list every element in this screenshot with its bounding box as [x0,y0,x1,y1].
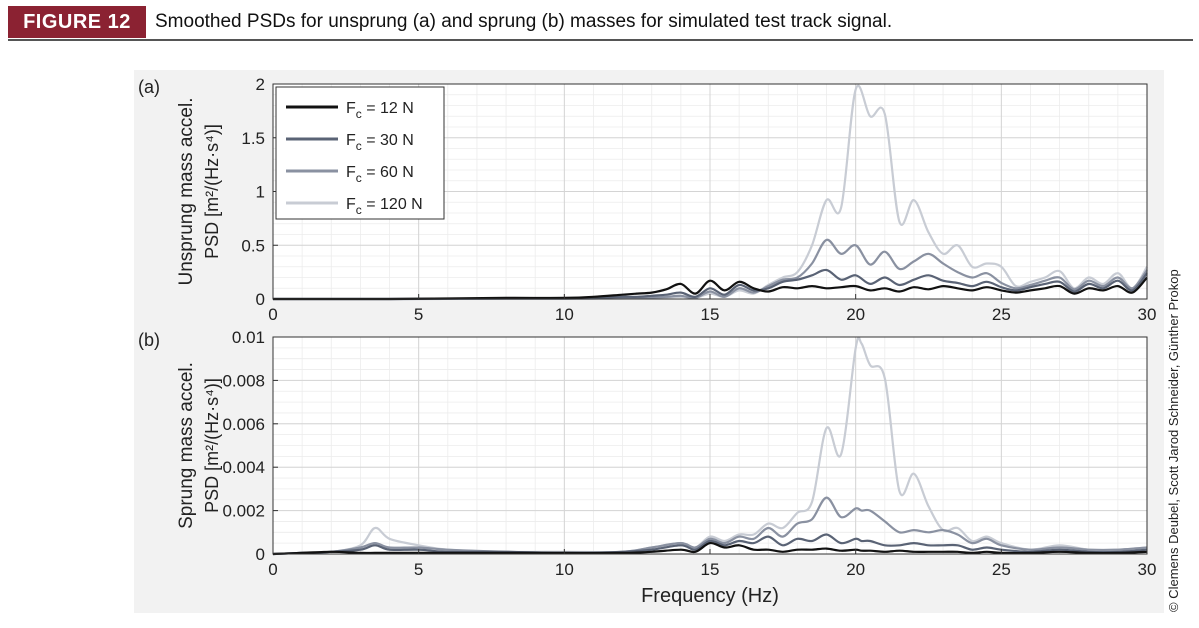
y-axis-unit-label: PSD [m²/(Hz·s⁴)] [202,124,222,259]
y-tick-label: 1.5 [241,129,265,148]
x-tick-label: 5 [414,305,423,324]
y-axis-unit-label: PSD [m²/(Hz·s⁴)] [202,378,222,513]
y-tick-label: 0 [256,290,265,309]
x-tick-label: 10 [555,305,574,324]
y-tick-label: 0.002 [222,502,265,521]
x-tick-label: 0 [268,560,277,579]
x-tick-label: 25 [992,560,1011,579]
panel-label: (a) [138,77,160,97]
legend: Fc = 12 N Fc = 30 N Fc = 60 N Fc = 120 N [275,86,445,220]
x-tick-label: 20 [846,560,865,579]
y-axis-label: Unsprung mass accel. [176,98,197,286]
figure-label: FIGURE 12 [8,6,146,38]
series-line-fc-60-n [272,496,1148,556]
y-tick-label: 0.006 [222,415,265,434]
x-tick-label: 5 [414,560,423,579]
panel-b: 0 5 10 15 20 25 30 0 0.002 0.004 0.006 0.008 0.01 (b)… [138,328,1156,607]
y-tick-label: 0 [256,545,265,564]
x-tick-label: 30 [1138,305,1157,324]
y-tick-label: 0.008 [222,371,265,390]
series-line-fc-30-n [272,268,1148,301]
legend-entry: Fc = 60 N [346,164,414,185]
chart-area: 0 5 10 15 20 25 30 0 0.5 1 1.5 2 (a) Unsprung mass ac… [134,70,1164,613]
y-tick-label: 0.01 [232,328,265,347]
y-axis-label: Sprung mass accel. [176,362,197,529]
figure-header: FIGURE 12 Smoothed PSDs for unsprung (a)… [8,6,1193,41]
legend-box [275,86,445,220]
image-credit: © Clemens Deubel, Scott Jarod Schneider,… [1166,269,1181,612]
x-tick-label: 15 [701,305,720,324]
figure-caption: Smoothed PSDs for unsprung (a) and sprun… [155,11,893,32]
x-tick-label: 25 [992,305,1011,324]
y-tick-label: 0.5 [241,236,265,255]
psd-charts-svg: 0 5 10 15 20 25 30 0 0.5 1 1.5 2 (a) Unsprung mass ac… [138,75,1156,607]
series-line-fc-12-n [272,541,1148,556]
x-tick-label: 10 [555,560,574,579]
panel-a: 0 5 10 15 20 25 30 0 0.5 1 1.5 2 (a) Unsprung mass ac… [138,75,1156,324]
legend-entry: Fc = 30 N [346,132,414,153]
x-tick-label: 20 [846,305,865,324]
legend-entry: Fc = 12 N [346,100,414,121]
panel-label: (b) [138,330,160,350]
header-rule [8,39,1193,41]
legend-entry: Fc = 120 N [346,196,423,217]
x-tick-label: 30 [1138,560,1157,579]
y-tick-label: 0.004 [222,458,265,477]
x-tick-label: 0 [268,305,277,324]
x-tick-label: 15 [701,560,720,579]
series-line-fc-12-n [272,276,1148,301]
x-axis-label: Frequency (Hz) [641,585,779,607]
y-tick-label: 2 [256,75,265,94]
y-tick-label: 1 [256,183,265,202]
series-line-fc-30-n [272,533,1148,556]
